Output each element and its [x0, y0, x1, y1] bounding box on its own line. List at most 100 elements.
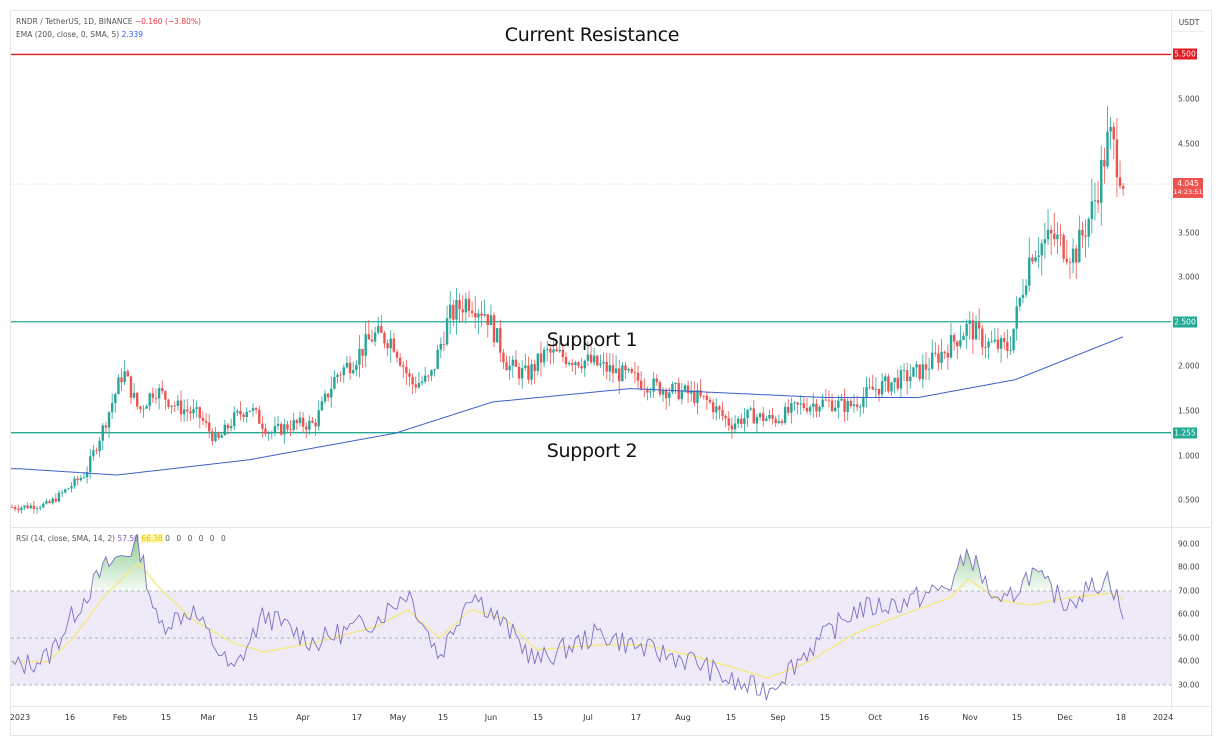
candle-body: [333, 376, 336, 389]
candle-body: [931, 352, 934, 369]
candle-body: [417, 383, 421, 388]
candle-body: [392, 338, 396, 352]
candle-body: [921, 364, 925, 380]
candle-body: [981, 328, 984, 348]
candle-body: [89, 456, 92, 472]
candle-body: [480, 313, 483, 316]
time-axis-label: 15: [160, 713, 172, 722]
time-axis-label: Mar: [200, 713, 216, 722]
candle-body: [837, 400, 840, 408]
rsi-tick: 80.00: [1178, 562, 1200, 572]
candle-body: [859, 406, 862, 408]
ema-legend[interactable]: EMA (200, close, 0, SMA, 5) 2.339: [16, 30, 143, 39]
candle-body: [26, 505, 29, 509]
candle-body: [186, 409, 189, 412]
candle-body: [874, 388, 878, 390]
symbol-title: RNDR / TetherUS, 1D, BINANCE: [16, 17, 133, 26]
price-tick: 5.000: [1178, 94, 1200, 104]
currency-label[interactable]: USDT: [1173, 15, 1205, 32]
candle-body: [840, 398, 843, 401]
candle-body: [812, 403, 815, 407]
candle-body: [505, 362, 508, 371]
candle-body: [245, 411, 248, 418]
candle-body: [630, 369, 633, 373]
candle-body: [1065, 258, 1069, 262]
candle-body: [762, 413, 765, 421]
time-axis-label: Dec: [1057, 713, 1073, 722]
candle-body: [276, 423, 280, 426]
candle-body: [148, 393, 151, 406]
candle-body: [802, 403, 806, 409]
candle-body: [564, 357, 568, 365]
candle-body: [455, 300, 458, 320]
candle-body: [843, 398, 846, 412]
candle-body: [1096, 200, 1100, 203]
candle-body: [383, 332, 386, 344]
candle-body: [774, 418, 777, 423]
candle-body: [999, 338, 1003, 349]
candle-body: [530, 364, 533, 380]
candle-body: [1068, 261, 1072, 263]
candle-body: [442, 343, 446, 345]
rsi-ma-line: [12, 562, 1125, 679]
candle-body: [599, 363, 602, 366]
candle-body: [680, 390, 684, 400]
candle-body: [317, 410, 320, 427]
candle-body: [220, 435, 223, 438]
candle-body: [946, 352, 950, 358]
candle-body: [552, 349, 555, 353]
candle-body: [768, 414, 771, 419]
pane-divider[interactable]: [10, 527, 1210, 528]
candle-body: [777, 420, 781, 423]
candle-body: [1084, 235, 1087, 237]
candle-body: [511, 359, 514, 366]
time-axis-label: 15: [819, 713, 831, 722]
candle-body: [157, 388, 161, 399]
candle-body: [233, 412, 236, 427]
rsi-legend[interactable]: RSI (14, close, SMA, 14, 2) 57.50 66.38 …: [16, 534, 228, 543]
candle-body: [783, 406, 787, 423]
candle-body: [167, 399, 170, 407]
candle-body: [1071, 248, 1075, 263]
candle-body: [367, 334, 371, 340]
support2-price-tag: 1.255: [1173, 427, 1197, 439]
candle-body: [248, 410, 252, 412]
candle-body: [1003, 338, 1006, 342]
candle-body: [64, 489, 67, 493]
candle-body: [965, 323, 968, 336]
symbol-legend[interactable]: RNDR / TetherUS, 1D, BINANCE −0.160 (−3.…: [16, 17, 201, 26]
candle-body: [865, 386, 868, 397]
candle-body: [555, 349, 558, 352]
annotation-support-2: Support 2: [546, 440, 638, 462]
candle-body: [151, 393, 155, 398]
candle-body: [580, 366, 583, 369]
candle-body: [73, 478, 76, 487]
rsi-tick: 40.00: [1178, 656, 1200, 666]
candle-body: [411, 376, 414, 385]
candle-body: [1075, 248, 1078, 263]
candle-body: [721, 409, 724, 417]
candle-body: [286, 424, 289, 430]
price-tick: 4.500: [1178, 139, 1200, 149]
time-axis-label: 17: [351, 713, 363, 722]
candle-body: [1112, 126, 1115, 140]
candle-body: [824, 399, 827, 401]
candle-body: [605, 361, 608, 372]
candle-body: [489, 315, 493, 326]
candle-body: [51, 498, 54, 503]
candle-body: [871, 386, 874, 390]
candle-body: [423, 375, 427, 382]
candle-body: [868, 386, 871, 388]
rsi-value: 57.50: [117, 534, 139, 543]
price-tick: 1.500: [1178, 406, 1200, 416]
candle-body: [226, 424, 230, 429]
candle-body: [173, 405, 176, 407]
candle-body: [577, 362, 580, 367]
candle-body: [542, 349, 546, 363]
candle-body: [686, 385, 690, 394]
price-axis[interactable]: [1171, 10, 1211, 710]
candle-body: [289, 429, 292, 431]
candle-body: [514, 359, 518, 367]
candle-body: [586, 354, 590, 361]
